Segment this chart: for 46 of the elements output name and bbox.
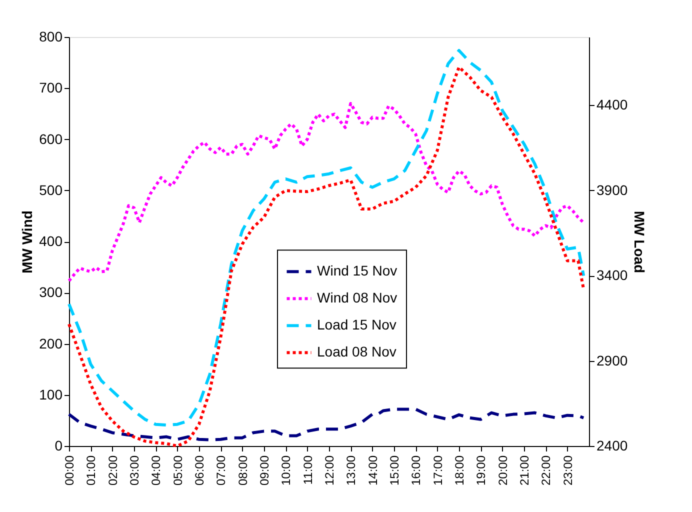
legend-label: Wind 15 Nov bbox=[317, 262, 398, 279]
x-tick-label: 04:00 bbox=[149, 455, 164, 486]
y-tick-label: 800 bbox=[39, 28, 63, 44]
y-tick-label: 600 bbox=[39, 130, 63, 147]
y2-tick-label: 3900 bbox=[596, 182, 628, 198]
x-tick-label: 16:00 bbox=[409, 455, 424, 486]
legend-label: Load 15 Nov bbox=[317, 316, 396, 333]
y2-tick-label: 3400 bbox=[596, 267, 628, 284]
x-tick-label: 19:00 bbox=[474, 455, 488, 486]
y-tick-label: 100 bbox=[39, 386, 63, 402]
x-tick-label: 15:00 bbox=[388, 455, 402, 486]
x-tick-label: 08:00 bbox=[236, 455, 250, 486]
y-tick-label: 0 bbox=[54, 438, 63, 454]
legend-label: Wind 08 Nov bbox=[317, 290, 398, 306]
y2-tick-label: 2400 bbox=[596, 438, 628, 454]
x-tick-label: 22:00 bbox=[539, 455, 554, 486]
x-tick-label: 23:00 bbox=[560, 455, 575, 486]
x-tick-label: 12:00 bbox=[322, 455, 336, 486]
y-tick-label: 500 bbox=[39, 182, 63, 198]
y-tick-label: 200 bbox=[39, 335, 63, 352]
line-series bbox=[68, 408, 586, 442]
y-tick-label: 400 bbox=[39, 233, 63, 249]
x-tick-label: 10:00 bbox=[279, 455, 294, 486]
x-tick-label: 07:00 bbox=[214, 455, 228, 486]
y2-axis-title: MW Load bbox=[632, 210, 648, 274]
x-tick-label: 09:00 bbox=[258, 455, 272, 486]
x-tick-label: 05:00 bbox=[170, 455, 185, 486]
x-tick-label: 13:00 bbox=[344, 455, 358, 486]
x-tick-label: 18:00 bbox=[452, 455, 466, 486]
y-tick-label: 300 bbox=[39, 284, 63, 300]
legend-label: Load 08 Nov bbox=[317, 344, 396, 360]
x-tick-label: 11:00 bbox=[300, 455, 315, 485]
line-series bbox=[68, 102, 586, 282]
y2-tick-label: 4400 bbox=[596, 96, 628, 113]
y2-tick-label: 2900 bbox=[596, 352, 628, 368]
y-tick-label: 700 bbox=[39, 80, 63, 96]
x-tick-label: 20:00 bbox=[496, 455, 510, 486]
x-tick-label: 14:00 bbox=[366, 455, 380, 486]
x-tick-label: 01:00 bbox=[84, 455, 98, 486]
x-tick-label: 00:00 bbox=[62, 455, 76, 486]
x-tick-label: 06:00 bbox=[192, 455, 206, 486]
x-tick-label: 17:00 bbox=[430, 455, 445, 486]
x-tick-label: 21:00 bbox=[518, 455, 532, 486]
x-tick-label: 02:00 bbox=[106, 455, 120, 486]
y-axis-title: MW Wind bbox=[19, 210, 36, 274]
x-tick-label: 03:00 bbox=[128, 455, 142, 486]
